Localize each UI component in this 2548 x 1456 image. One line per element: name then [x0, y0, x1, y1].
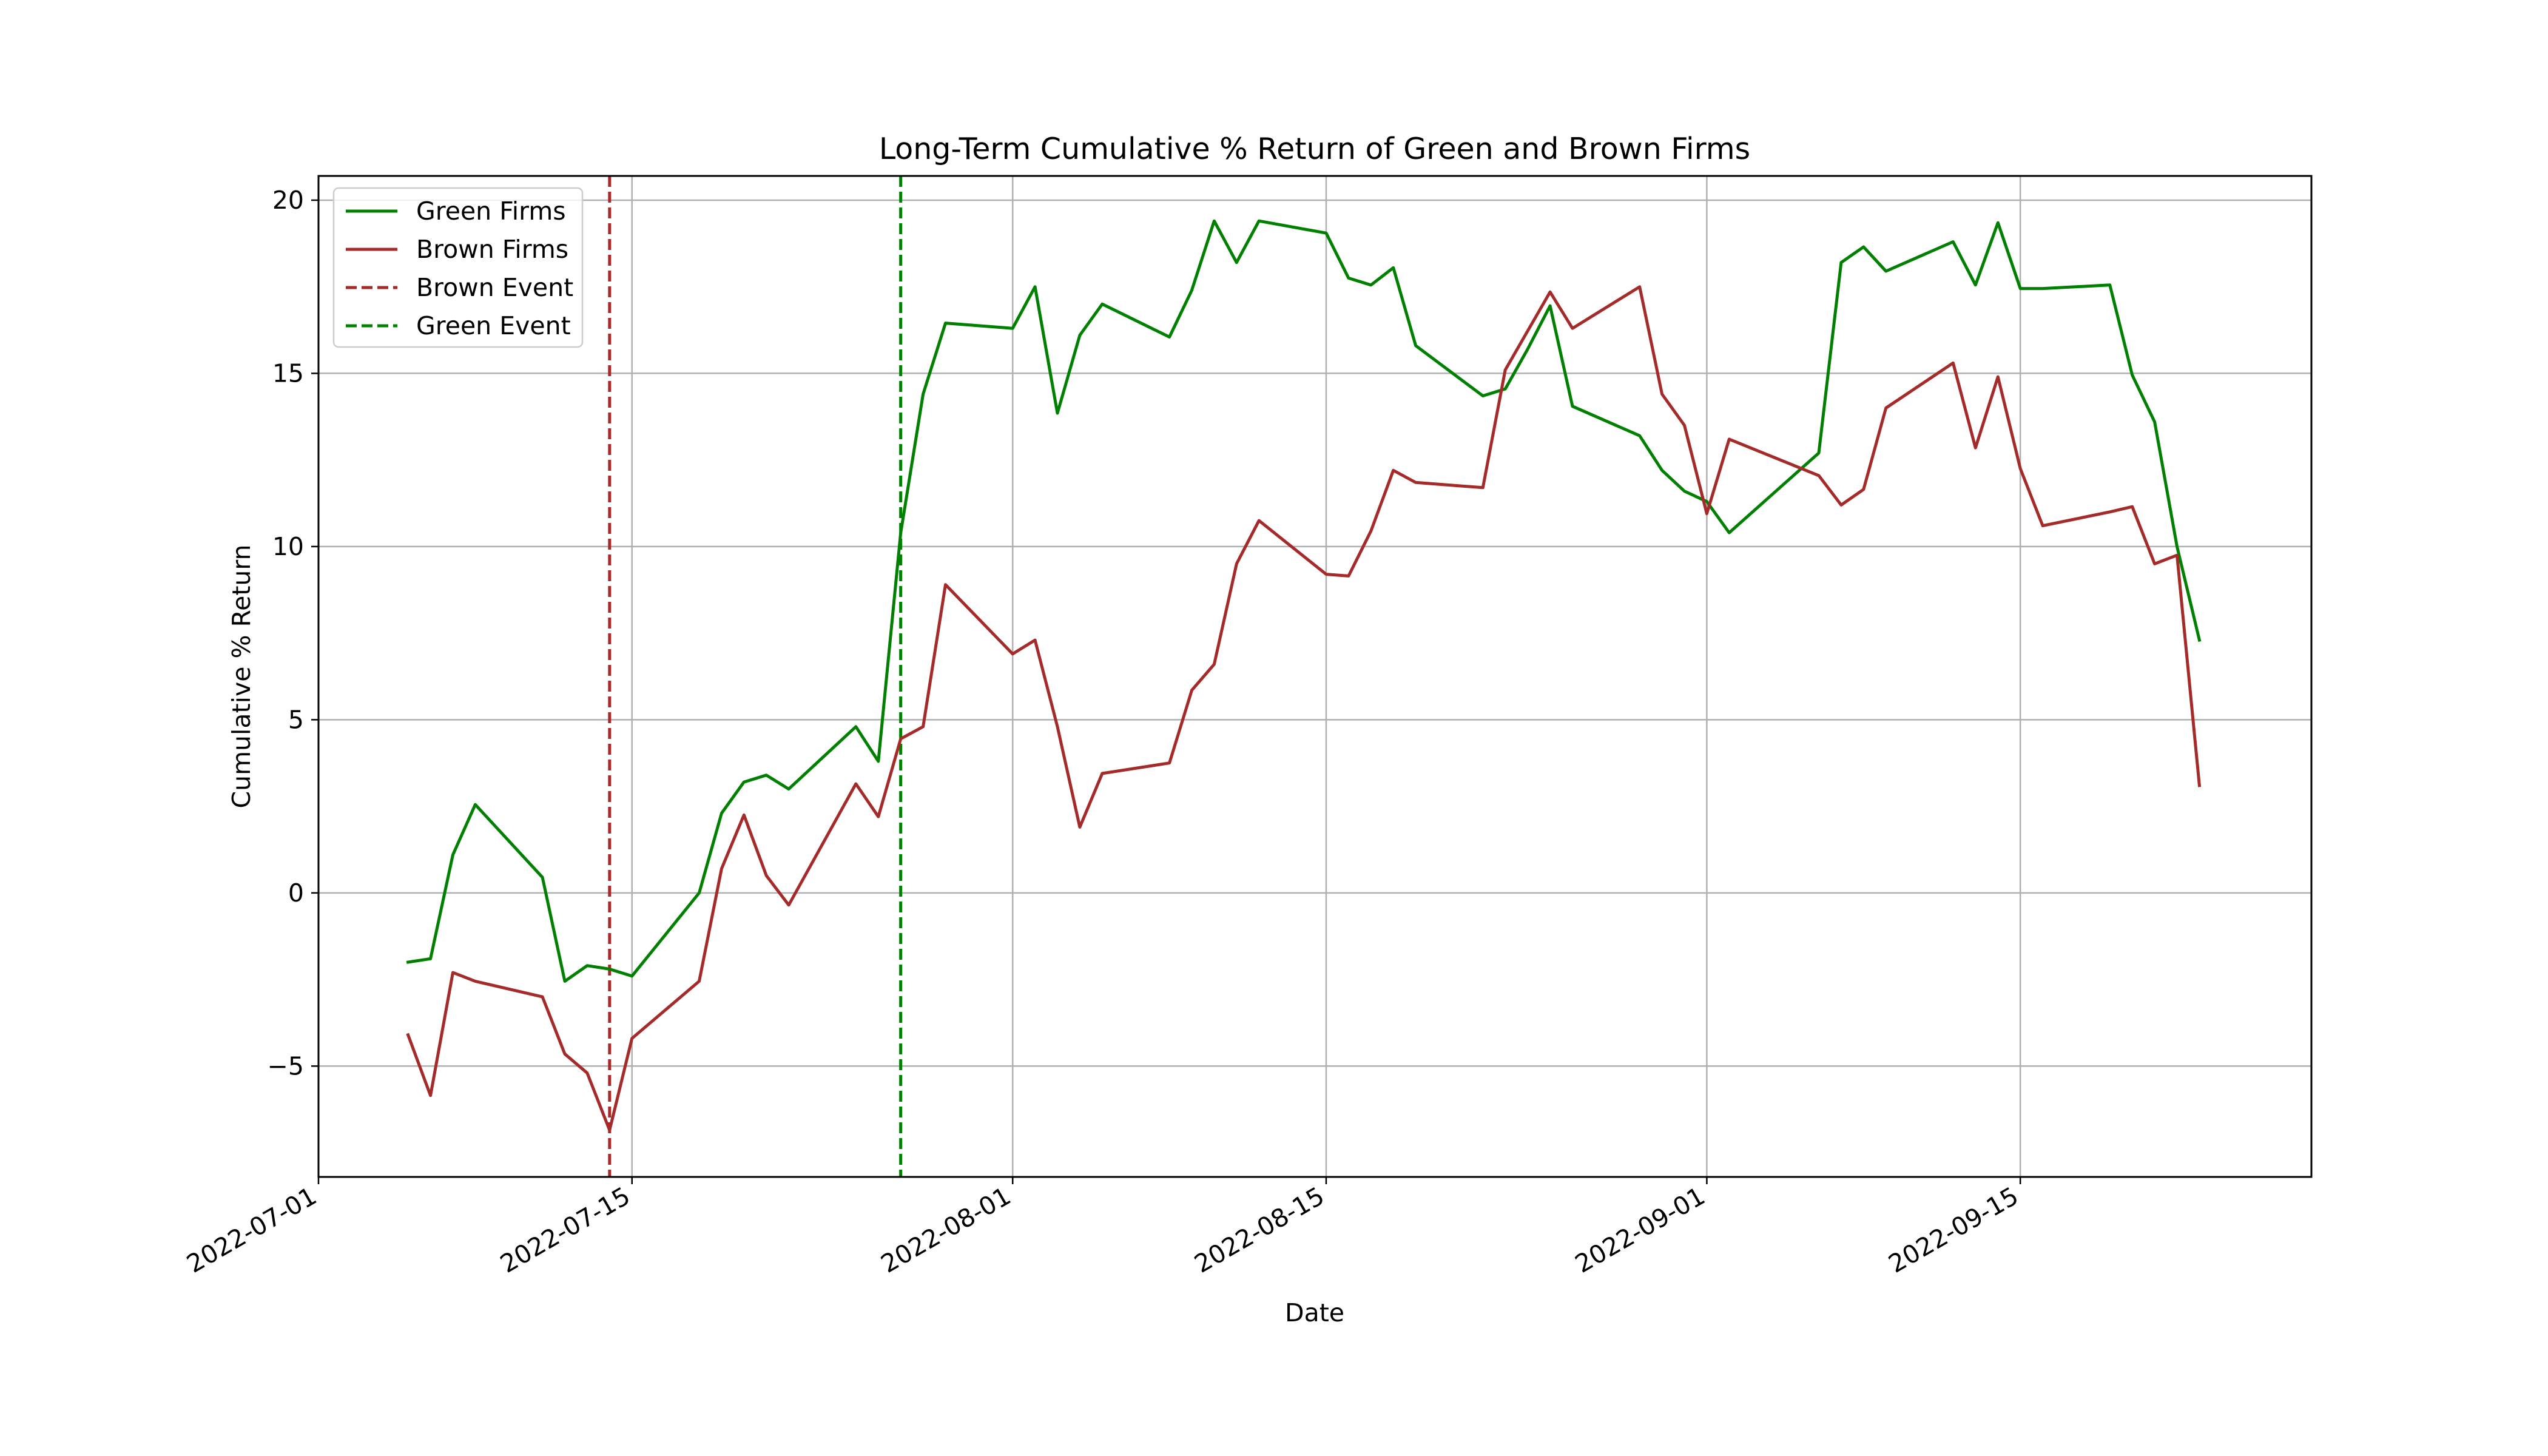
y-axis-label: Cumulative % Return: [227, 544, 256, 808]
y-tick-label: 20: [272, 186, 304, 215]
legend-label: Brown Firms: [416, 235, 568, 264]
green-firms-line: [406, 219, 2202, 983]
legend-label: Green Event: [416, 311, 571, 340]
brown-firms-line: [406, 285, 2202, 1132]
legend: Green Firms Brown Firms Brown Event Green E…: [332, 187, 584, 348]
y-tick-label: 5: [288, 705, 304, 734]
series-lines: [406, 219, 2202, 1132]
legend-label: Brown Event: [416, 273, 573, 302]
legend-box: [332, 187, 584, 348]
y-tick-label: 0: [288, 878, 304, 908]
event-lines: [608, 176, 903, 1177]
y-axis-ticks: 20 15 10 5 0 −5: [268, 186, 318, 1080]
y-tick-label: 10: [272, 532, 304, 561]
chart-title: Long-Term Cumulative % Return of Green a…: [879, 132, 1750, 166]
y-tick-label: −5: [268, 1051, 304, 1080]
grid: [317, 176, 2311, 1177]
y-tick-label: 15: [272, 359, 304, 388]
legend-label: Green Firms: [416, 197, 566, 226]
x-axis-label: Date: [1285, 1298, 1344, 1327]
plot-frame: [317, 175, 2313, 1178]
